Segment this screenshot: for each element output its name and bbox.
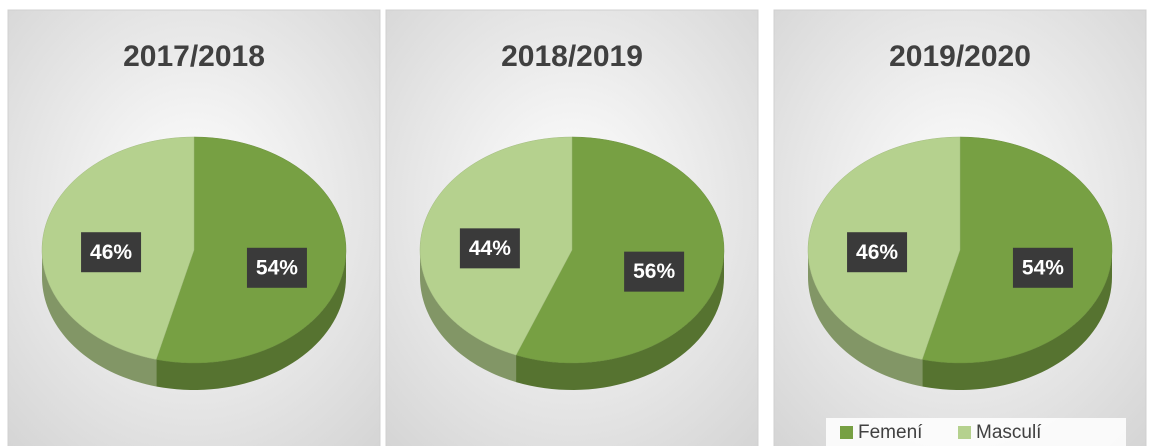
pie-side (922, 250, 1112, 390)
data-label-box (459, 228, 520, 269)
pie-side (420, 250, 517, 383)
chart-title: 2018/2019 (501, 40, 643, 73)
legend-label: Femení (858, 422, 923, 443)
chart-title: 2017/2018 (123, 40, 265, 73)
data-label: 44% (469, 237, 511, 260)
data-label: 56% (633, 260, 675, 283)
chart-title: 2019/2020 (889, 40, 1031, 73)
pie-side (516, 250, 724, 390)
legend-box (826, 418, 1126, 446)
data-label-box (1012, 247, 1073, 288)
legend-label: Masculí (976, 422, 1042, 443)
data-label-box (246, 247, 307, 288)
data-label-box (81, 232, 142, 273)
data-label: 46% (856, 241, 898, 264)
data-label-box (624, 251, 685, 292)
legend-swatch (958, 426, 971, 439)
legend-swatch (840, 426, 853, 439)
data-label: 54% (1022, 256, 1064, 279)
pie-side (42, 250, 157, 387)
data-label-box (847, 232, 908, 273)
pie-side (808, 250, 923, 387)
data-label: 54% (256, 256, 298, 279)
pie-slice (515, 136, 725, 364)
data-label: 46% (90, 241, 132, 264)
pie-side (156, 250, 346, 390)
